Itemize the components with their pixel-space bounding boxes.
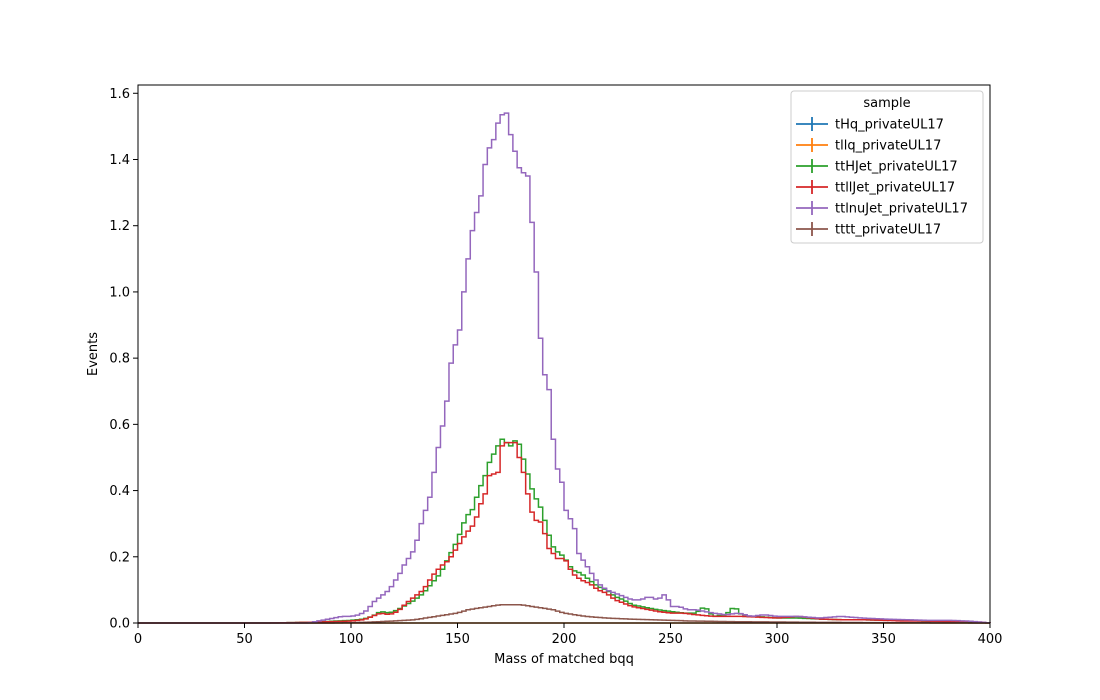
x-tick-label: 200 — [552, 632, 577, 647]
legend-entry: tttt_privateUL17 — [796, 222, 941, 238]
legend-box — [790, 90, 984, 244]
series-step-line — [138, 441, 991, 624]
legend-entry: ttlnuJet_privateUL17 — [796, 201, 968, 217]
legend-label: tHq_privateUL17 — [835, 118, 944, 133]
legend-label: tttt_privateUL17 — [835, 223, 941, 238]
x-tick-label: 300 — [765, 632, 790, 647]
x-axis-ticks: 0 50 100 150 200 250 300 350 400 — [134, 623, 1003, 647]
legend-label: ttlnuJet_privateUL17 — [835, 202, 968, 217]
legend: sample tHq_privateUL17 tllq_privateUL17tt… — [790, 90, 984, 244]
legend-label: ttllJet_privateUL17 — [835, 181, 955, 196]
x-tick-label: 150 — [445, 632, 470, 647]
y-tick-label: 1.4 — [109, 153, 130, 168]
x-tick-label: 250 — [658, 632, 683, 647]
x-tick-label: 0 — [134, 632, 142, 647]
x-tick-label: 400 — [978, 632, 1003, 647]
legend-entries: tHq_privateUL17 tllq_privateUL17 ttHJet_pr… — [796, 117, 968, 238]
legend-label: ttHJet_privateUL17 — [835, 160, 958, 175]
y-tick-label: 1.0 — [109, 285, 130, 300]
y-tick-label: 1.2 — [109, 219, 130, 234]
x-tick-label: 50 — [236, 632, 253, 647]
legend-label: tllq_privateUL17 — [835, 139, 941, 154]
legend-entry: tllq_privateUL17 — [796, 138, 941, 154]
x-tick-label: 100 — [339, 632, 364, 647]
y-axis-ticks: 0.0 0.2 0.4 0.6 0.8 1.0 1.2 1.4 1.6 — [109, 87, 138, 632]
legend-entry: ttHJet_privateUL17 — [796, 159, 958, 175]
y-tick-label: 0.2 — [109, 550, 130, 565]
legend-title: sample — [863, 96, 910, 111]
series-step-line — [138, 112, 991, 624]
y-tick-label: 0.6 — [109, 418, 130, 433]
y-tick-label: 1.6 — [109, 87, 130, 102]
y-tick-label: 0.0 — [109, 617, 130, 632]
y-tick-label: 0.8 — [109, 352, 130, 367]
y-tick-label: 0.4 — [109, 484, 130, 499]
x-tick-label: 350 — [871, 632, 896, 647]
x-axis-label: Mass of matched bqq — [494, 652, 634, 667]
legend-entry: tHq_privateUL17 — [796, 117, 944, 133]
legend-entry: ttllJet_privateUL17 — [796, 180, 955, 196]
y-axis-label: Events — [86, 332, 101, 376]
